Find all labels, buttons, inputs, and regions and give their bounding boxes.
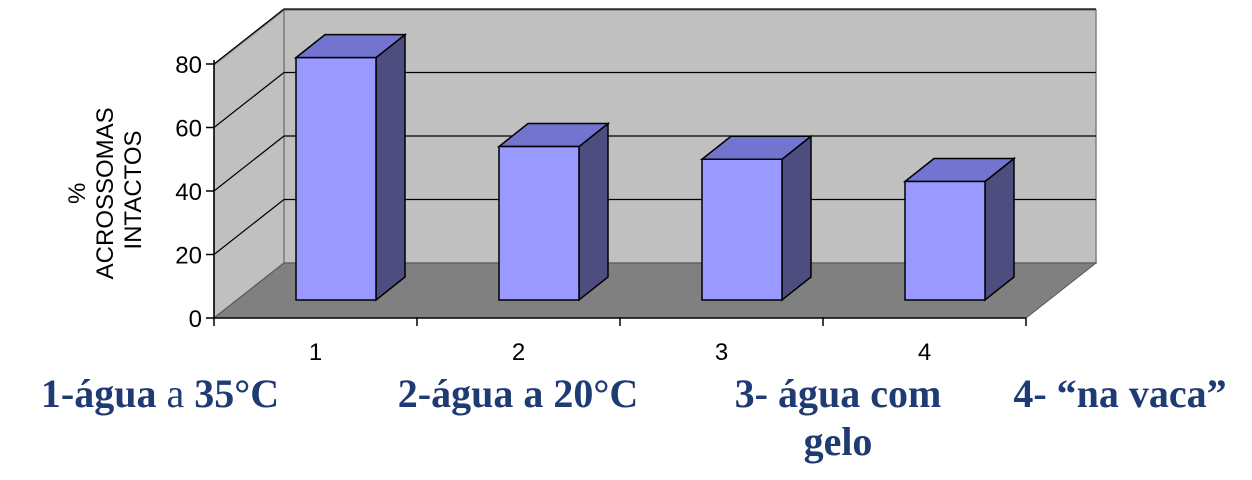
bar-3 xyxy=(699,134,814,302)
caption-1-part-b: a xyxy=(156,371,195,416)
gridline-2 xyxy=(213,135,1096,192)
bar-2 xyxy=(496,121,611,302)
chart-axes xyxy=(206,60,1027,326)
x-tick-label-3: 4 xyxy=(918,339,931,360)
gridline-1 xyxy=(213,198,1096,255)
bar-1-front xyxy=(295,56,377,301)
caption-3-line-2: gelo xyxy=(803,419,873,464)
bar-4 xyxy=(902,156,1017,302)
chart-tick-labels: 0 20 40 60 80 1 2 3 4 xyxy=(175,52,931,360)
y-tick-label-3: 60 xyxy=(175,116,202,143)
bar-chart: 0 20 40 60 80 1 2 3 4 % ACROSSOMAS INTACTOS xyxy=(64,8,1098,360)
y-tick-label-1: 20 xyxy=(175,243,202,270)
bar-4-side xyxy=(984,156,1015,302)
gridline-4 xyxy=(213,8,1096,65)
y-tick-label-4: 80 xyxy=(175,52,202,79)
caption-1: 1-água a 35°C xyxy=(0,372,320,416)
bar-4-front xyxy=(904,180,986,301)
bar-3-front xyxy=(701,158,783,301)
caption-3: 3- água com gelo xyxy=(712,372,964,464)
caption-4: 4- “na vaca” xyxy=(1013,371,1227,416)
y-axis-label-line-2: ACROSSOMAS xyxy=(92,107,119,279)
x-tick-label-0: 1 xyxy=(309,339,322,360)
bar-1-side xyxy=(375,33,406,302)
y-axis-label-line-1: % xyxy=(64,183,91,204)
x-tick-label-1: 2 xyxy=(512,339,525,360)
y-axis-label-line-3: INTACTOS xyxy=(120,130,147,249)
x-tick-label-2: 3 xyxy=(715,339,728,360)
y-tick-label-0: 0 xyxy=(189,306,202,333)
chart-bars xyxy=(293,33,1017,302)
caption-3-line-1: 3- água com xyxy=(734,371,942,416)
caption-1-part-c: 35°C xyxy=(194,371,280,416)
caption-2: 2-água a 20°C xyxy=(397,371,639,416)
bar-3-side xyxy=(781,134,812,302)
y-tick-label-2: 40 xyxy=(175,179,202,206)
bar-1 xyxy=(293,33,408,302)
bar-2-side xyxy=(578,121,609,302)
y-axis-label: % ACROSSOMAS INTACTOS xyxy=(64,101,147,280)
chart-gridlines xyxy=(213,8,1096,255)
gridline-3 xyxy=(213,71,1096,128)
caption-1-part-a: 1-água xyxy=(40,371,157,416)
bar-2-front xyxy=(498,145,580,301)
